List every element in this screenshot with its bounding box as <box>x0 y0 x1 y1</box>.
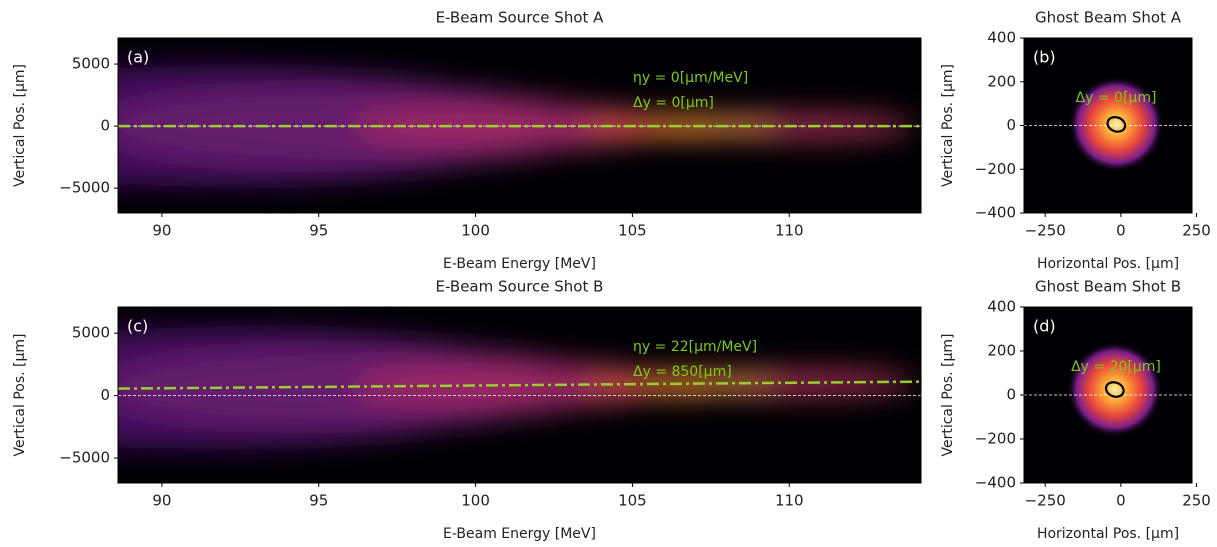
x-axis-label: E-Beam Energy [MeV] <box>443 526 596 542</box>
y-tick-label: 0 <box>1006 116 1016 134</box>
x-tick-label: 90 <box>152 492 171 510</box>
annotation: Δy = 20[µm] <box>1071 359 1161 375</box>
y-axis-label: Vertical Pos. [µm] <box>940 333 956 456</box>
panel: Δy = 0[µm] (b) Ghost Beam Shot A Horizontal… <box>940 9 1211 273</box>
y-tick-label: −5000 <box>59 179 110 197</box>
x-tick-label: −250 <box>1025 222 1066 240</box>
x-tick-label: 105 <box>618 492 647 510</box>
y-axis-label: Vertical Pos. [µm] <box>12 333 28 456</box>
y-tick-label: 0 <box>100 386 110 404</box>
y-tick-label: 400 <box>987 298 1016 316</box>
panel-title: E-Beam Source Shot B <box>436 278 604 296</box>
annotation: Δy = 0[µm] <box>633 95 714 111</box>
y-axis-label: Vertical Pos. [µm] <box>12 64 28 187</box>
x-tick-label: 250 <box>1182 492 1211 510</box>
y-tick-label: −200 <box>975 160 1016 178</box>
panel-title: Ghost Beam Shot B <box>1035 278 1181 296</box>
y-tick-label: −400 <box>975 204 1016 222</box>
panel-label: (d) <box>1033 317 1056 336</box>
x-tick-label: 90 <box>152 222 171 240</box>
y-tick-label: 400 <box>987 29 1016 47</box>
y-tick-label: 200 <box>987 72 1016 90</box>
x-tick-label: 0 <box>1116 222 1126 240</box>
heatmap-image <box>1067 342 1163 438</box>
x-tick-label: 100 <box>461 222 490 240</box>
y-tick-label: −400 <box>975 474 1016 492</box>
y-tick-label: −200 <box>975 430 1016 448</box>
panel: ηy = 22[µm/MeV] Δy = 850[µm] (c) E-Beam Sou… <box>0 278 921 543</box>
figure: ηy = 0[µm/MeV] Δy = 0[µm] (a) E-Beam Source… <box>0 0 1217 543</box>
annotation: Δy = 850[µm] <box>633 364 732 380</box>
x-axis-label: Horizontal Pos. [µm] <box>1037 526 1179 542</box>
y-tick-label: 0 <box>100 117 110 135</box>
annotation: ηy = 22[µm/MeV] <box>633 339 757 355</box>
x-tick-label: 95 <box>309 492 328 510</box>
x-tick-label: 100 <box>461 492 490 510</box>
panel-label: (b) <box>1033 48 1056 67</box>
y-axis-label: Vertical Pos. [µm] <box>940 64 956 187</box>
y-tick-label: 200 <box>987 342 1016 360</box>
x-tick-label: −250 <box>1025 492 1066 510</box>
x-tick-label: 110 <box>775 222 804 240</box>
y-tick-label: 5000 <box>72 324 110 342</box>
panel-label: (a) <box>127 48 149 67</box>
panel-title: Ghost Beam Shot A <box>1035 9 1182 27</box>
x-tick-label: 0 <box>1116 492 1126 510</box>
x-tick-label: 95 <box>309 222 328 240</box>
x-tick-label: 105 <box>618 222 647 240</box>
y-tick-label: 0 <box>1006 386 1016 404</box>
x-tick-label: 250 <box>1182 222 1211 240</box>
x-axis-label: Horizontal Pos. [µm] <box>1037 256 1179 272</box>
spot-glow <box>1067 342 1163 438</box>
annotation: ηy = 0[µm/MeV] <box>633 70 748 86</box>
y-tick-label: −5000 <box>59 449 110 467</box>
y-tick-label: 5000 <box>72 55 110 73</box>
panel-label: (c) <box>127 317 148 336</box>
annotation: Δy = 0[µm] <box>1076 90 1157 106</box>
panel: Δy = 20[µm] (d) Ghost Beam Shot B Horizonta… <box>940 278 1211 543</box>
panel: ηy = 0[µm/MeV] Δy = 0[µm] (a) E-Beam Source… <box>0 9 921 273</box>
x-tick-label: 110 <box>775 492 804 510</box>
panel-title: E-Beam Source Shot A <box>436 9 605 27</box>
x-axis-label: E-Beam Energy [MeV] <box>443 256 596 272</box>
